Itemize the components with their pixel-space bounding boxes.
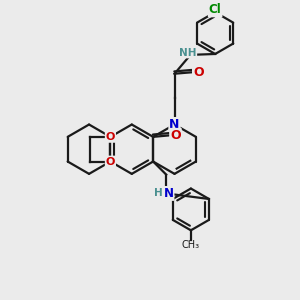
Text: O: O	[106, 132, 115, 142]
Text: O: O	[193, 66, 204, 79]
Text: O: O	[106, 157, 115, 166]
Text: H: H	[154, 188, 163, 199]
Text: CH₃: CH₃	[182, 240, 200, 250]
Text: NH: NH	[179, 47, 196, 58]
Text: N: N	[164, 187, 173, 200]
Text: N: N	[169, 118, 180, 131]
Text: O: O	[170, 129, 181, 142]
Text: Cl: Cl	[209, 3, 221, 16]
